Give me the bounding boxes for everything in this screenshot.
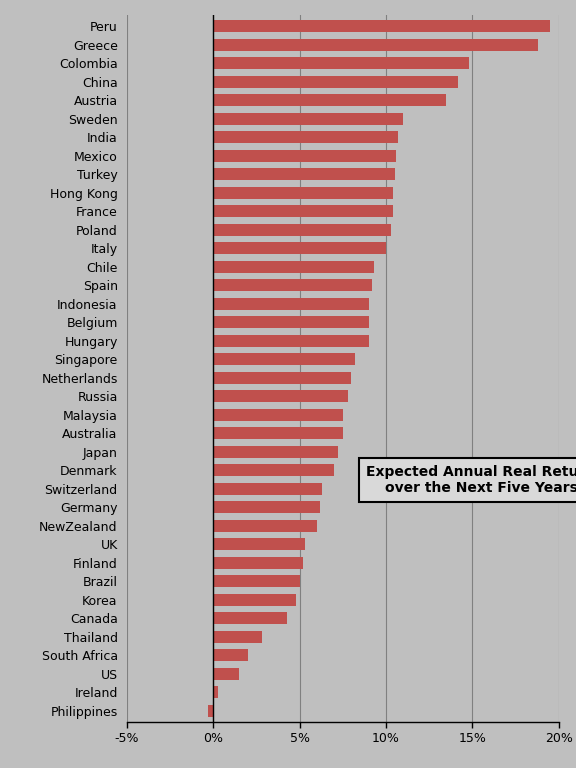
Bar bbox=[213, 205, 393, 217]
Bar bbox=[213, 131, 398, 144]
Bar bbox=[213, 76, 458, 88]
Bar bbox=[213, 298, 369, 310]
Bar bbox=[213, 390, 348, 402]
Bar bbox=[213, 612, 287, 624]
Bar bbox=[213, 39, 538, 51]
Bar bbox=[213, 150, 396, 162]
Bar bbox=[213, 649, 248, 661]
Bar bbox=[213, 58, 469, 69]
Bar bbox=[213, 243, 386, 254]
Bar bbox=[213, 465, 334, 476]
Bar bbox=[213, 372, 351, 384]
Bar bbox=[213, 21, 550, 32]
Bar bbox=[213, 427, 343, 439]
Bar bbox=[213, 409, 343, 421]
Bar bbox=[213, 483, 322, 495]
Bar bbox=[213, 538, 305, 551]
Bar bbox=[213, 668, 239, 680]
Bar bbox=[213, 187, 393, 199]
Bar bbox=[213, 520, 317, 532]
Bar bbox=[213, 502, 320, 513]
Bar bbox=[213, 316, 369, 329]
Bar bbox=[213, 280, 372, 291]
Bar bbox=[213, 113, 403, 125]
Bar bbox=[213, 594, 296, 606]
Bar bbox=[213, 353, 355, 366]
Bar bbox=[213, 335, 369, 347]
Bar bbox=[213, 557, 303, 569]
Bar bbox=[208, 705, 213, 717]
Text: Expected Annual Real Return
over the Next Five Years: Expected Annual Real Return over the Nex… bbox=[366, 465, 576, 495]
Bar bbox=[213, 261, 374, 273]
Bar bbox=[213, 575, 300, 588]
Bar bbox=[213, 631, 262, 643]
Bar bbox=[213, 168, 395, 180]
Bar bbox=[213, 687, 218, 698]
Bar bbox=[213, 224, 391, 236]
Bar bbox=[213, 446, 338, 458]
Bar bbox=[213, 94, 446, 107]
